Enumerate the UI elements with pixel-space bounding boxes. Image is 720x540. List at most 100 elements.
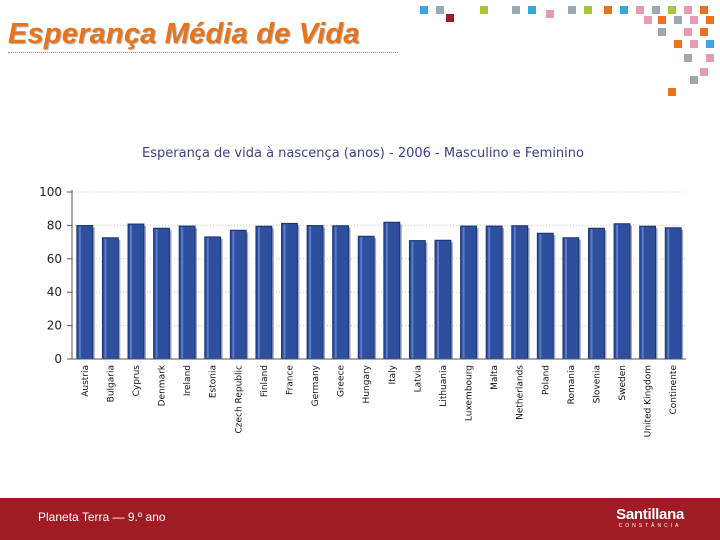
footer-text: Planeta Terra — 9.º ano: [38, 510, 166, 524]
y-tick-label: 60: [47, 252, 62, 266]
bar-highlight: [564, 238, 567, 358]
y-tick-labels: 0 20 40 60 80 100: [39, 185, 62, 366]
mosaic-square: [420, 6, 428, 14]
bar-highlight: [334, 226, 337, 358]
bars: [76, 221, 684, 360]
x-tick-label: Cyprus: [132, 365, 142, 397]
mosaic-square: [706, 40, 714, 48]
x-tick-labels: Austria Bulgaria Cyprus Denmark Ireland Eston…: [81, 364, 679, 437]
mosaic-square: [658, 28, 666, 36]
gridlines: [72, 191, 686, 360]
x-tick-label: Germany: [311, 364, 321, 406]
bar-highlight: [590, 229, 593, 358]
bar-highlight: [360, 237, 363, 358]
mosaic-square: [684, 28, 692, 36]
x-tick-label: Greece: [337, 365, 347, 397]
bar-highlight: [641, 227, 644, 358]
slide-title: Esperança Média de Vida: [8, 18, 360, 50]
mosaic-square: [620, 6, 628, 14]
mosaic-square: [528, 6, 536, 14]
y-tick-label: 20: [47, 319, 62, 333]
x-tick-label: Slovenia: [592, 365, 602, 403]
x-tick-label: Bulgaria: [106, 365, 116, 402]
mosaic-square: [700, 6, 708, 14]
mosaic-square: [436, 6, 444, 14]
mosaic-square: [700, 68, 708, 76]
chart-title: Esperança de vida à nascença (anos) - 20…: [142, 146, 584, 161]
x-tick-label: Denmark: [158, 364, 168, 406]
mosaic-square: [480, 6, 488, 14]
x-tick-label: Romania: [567, 365, 577, 404]
axes: [67, 190, 686, 360]
y-tick-label: 80: [47, 218, 62, 232]
bar-highlight: [539, 234, 542, 358]
mosaic-square: [644, 16, 652, 24]
title-divider: [8, 52, 398, 53]
bar-highlight: [488, 227, 491, 358]
bar-highlight: [462, 227, 465, 358]
bar-highlight: [309, 226, 312, 358]
brand-name: Santillana: [616, 506, 684, 523]
mosaic-square: [674, 16, 682, 24]
bar-highlight: [181, 227, 184, 358]
mosaic-square: [636, 6, 644, 14]
mosaic-square: [706, 54, 714, 62]
bar-highlight: [232, 231, 235, 358]
footer-bar: Planeta Terra — 9.º ano Santillana CONST…: [0, 498, 720, 540]
plot-area: [72, 192, 686, 359]
x-tick-label: Finland: [260, 365, 270, 397]
x-tick-label: United Kingdom: [644, 365, 654, 437]
bar-highlight: [616, 224, 619, 358]
mosaic-square: [690, 16, 698, 24]
x-tick-label: Latvia: [413, 365, 423, 392]
mosaic-square: [690, 76, 698, 84]
mosaic-square: [668, 88, 676, 96]
mosaic-square: [668, 6, 676, 14]
bar-highlight: [667, 228, 670, 358]
x-tick-label: Ireland: [183, 365, 193, 396]
bar-highlight: [437, 241, 440, 358]
mosaic-square: [604, 6, 612, 14]
bar-highlight: [206, 237, 209, 358]
bar-highlight: [155, 229, 158, 358]
bar-highlight: [283, 224, 286, 358]
decorative-mosaic: [408, 0, 720, 100]
x-tick-label: Sweden: [618, 365, 628, 401]
bar-highlight: [130, 225, 133, 358]
mosaic-square: [446, 14, 454, 22]
brand-subtitle: CONSTÂNCIA: [618, 523, 682, 529]
mosaic-square: [652, 6, 660, 14]
x-tick-label: Poland: [541, 365, 551, 395]
brand-logo: Santillana CONSTÂNCIA: [616, 507, 684, 530]
life-expectancy-chart: Esperança de vida à nascença (anos) - 20…: [39, 146, 686, 437]
x-tick-label: France: [285, 365, 295, 395]
mosaic-square: [658, 16, 666, 24]
x-tick-label: Netherlands: [516, 365, 526, 420]
x-tick-label: Czech Republic: [234, 365, 244, 434]
y-tick-label: 40: [47, 285, 62, 299]
x-tick-label: Malta: [490, 365, 500, 390]
mosaic-square: [568, 6, 576, 14]
mosaic-square: [512, 6, 520, 14]
bar-highlight: [104, 238, 107, 358]
bar-highlight: [385, 223, 388, 358]
mosaic-square: [584, 6, 592, 14]
x-tick-label: Luxembourg: [465, 365, 475, 421]
bar-highlight: [513, 226, 516, 358]
x-tick-label: Estonia: [209, 365, 219, 398]
mosaic-square: [700, 28, 708, 36]
bar-highlight: [78, 226, 81, 358]
mosaic-square: [674, 40, 682, 48]
mosaic-square: [684, 54, 692, 62]
x-tick-label: Continente: [669, 365, 679, 415]
mosaic-square: [684, 6, 692, 14]
x-tick-label: Italy: [388, 364, 398, 384]
mosaic-square: [690, 40, 698, 48]
mosaic-square: [706, 16, 714, 24]
bar-highlight: [257, 227, 260, 358]
y-tick-label: 0: [54, 352, 62, 366]
y-tick-label: 100: [39, 185, 62, 199]
x-tick-label: Austria: [81, 365, 91, 397]
x-tick-label: Lithuania: [439, 365, 449, 407]
x-tick-label: Hungary: [362, 364, 372, 403]
